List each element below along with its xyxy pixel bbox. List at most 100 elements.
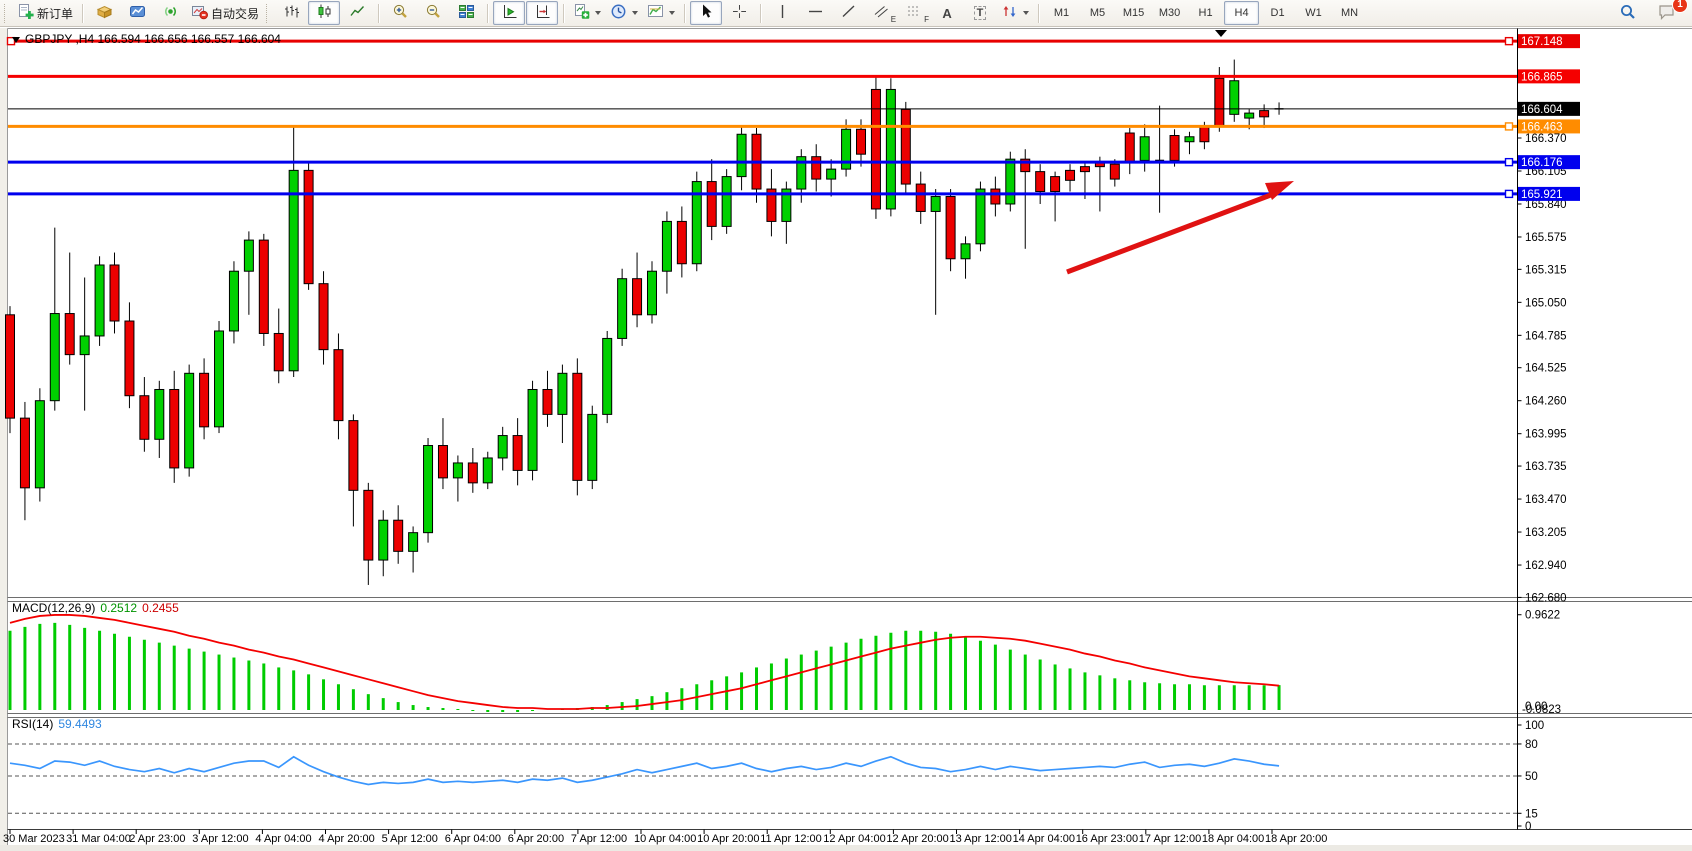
candle (1035, 164, 1046, 204)
crosshair-tool-button[interactable] (723, 1, 755, 25)
candlestick-mode-button[interactable] (308, 1, 341, 25)
macd-panel (8, 614, 1281, 712)
timeframe-MN[interactable]: MN (1340, 7, 1359, 19)
search-button[interactable] (1612, 1, 1644, 25)
time-tick-label: 6 Apr 20:00 (508, 833, 564, 845)
periods-button[interactable] (606, 1, 642, 25)
price-badge-label: 165.921 (1521, 189, 1563, 201)
price-badge (1518, 69, 1580, 84)
line-handle[interactable] (1504, 189, 1514, 199)
timeframe-M1[interactable]: M1 (1053, 7, 1070, 19)
window-bottom-edge (0, 845, 1692, 851)
add-indicator-button[interactable] (569, 1, 605, 25)
rsi-level-label: 80 (1525, 739, 1538, 751)
hline-165.921[interactable]: 165.921 (8, 186, 1580, 201)
chart-shift-button[interactable] (526, 1, 559, 25)
vertical-line-tool-button[interactable] (766, 1, 798, 25)
trend-arrow[interactable] (1066, 181, 1294, 275)
timeframe-H4[interactable]: H4 (1224, 1, 1260, 25)
toolbar-separator (760, 3, 762, 23)
timeframe-M30[interactable]: M30 (1158, 7, 1181, 19)
timeframe-H1[interactable]: H1 (1198, 7, 1213, 19)
price-badge (1518, 155, 1580, 170)
time-tick-label: 30 Mar 2023 (3, 833, 65, 845)
hline-166.604[interactable]: 166.604 (8, 101, 1580, 116)
toolbar-right-group: 1 (1612, 0, 1692, 25)
candle (721, 169, 732, 234)
candle (1259, 104, 1270, 129)
text-label-tool-button[interactable]: T (964, 1, 996, 25)
search-icon (1619, 3, 1637, 24)
auto-scroll-icon (501, 3, 518, 23)
rsi-level-label: 50 (1525, 771, 1538, 783)
symbol-marker-icon (12, 36, 20, 43)
hline-166.865[interactable]: 166.865 (8, 69, 1580, 84)
cursor-tool-button[interactable] (690, 1, 723, 25)
clock-icon (610, 3, 627, 23)
timeframe-M15[interactable]: M15 (1122, 7, 1145, 19)
time-tick-label: 16 Apr 23:00 (1076, 833, 1138, 845)
autotrading-button[interactable]: 自动交易 (187, 1, 263, 25)
zoom-out-button[interactable] (417, 1, 449, 25)
fibonacci-icon (906, 3, 923, 23)
candle (497, 426, 508, 471)
line-chart-mode-button[interactable] (341, 1, 373, 25)
candle (512, 418, 523, 486)
vertical-line-icon (774, 3, 791, 23)
bar-chart-mode-button[interactable] (275, 1, 307, 25)
toolbar-separator (82, 3, 84, 23)
hline-166.463[interactable]: 166.463 (8, 119, 1580, 134)
arrows-tool-button[interactable] (997, 1, 1033, 25)
candle (348, 414, 359, 527)
price-tick-label: 165.575 (1525, 232, 1567, 244)
channel-tool-button[interactable]: E (865, 1, 897, 25)
tile-windows-icon (458, 3, 475, 23)
profile-charts-button[interactable] (121, 1, 153, 25)
time-tick-label: 18 Apr 04:00 (1202, 833, 1264, 845)
text-tool-button[interactable]: A (931, 1, 963, 25)
fibonacci-tool-button[interactable]: F (898, 1, 930, 25)
trend-arrow-head (1265, 181, 1294, 200)
timeframe-W1[interactable]: W1 (1305, 7, 1322, 19)
candle (363, 482, 374, 585)
price-badge-label: 166.865 (1521, 71, 1563, 83)
candle (408, 526, 419, 573)
price-badge (1518, 119, 1580, 134)
equidistant-channel-icon (873, 3, 890, 23)
timeframe-D1[interactable]: D1 (1270, 7, 1285, 19)
candle (184, 364, 195, 477)
price-badge (1518, 34, 1580, 49)
candle (990, 176, 1001, 217)
time-axis: 30 Mar 2023 31 Mar 04:002 Apr 23:00 3 Apr … (3, 829, 1327, 845)
blue-chart-icon (129, 3, 146, 23)
line-handle[interactable] (1504, 122, 1514, 131)
zoom-in-button[interactable] (384, 1, 416, 25)
chat-button[interactable]: 1 (1650, 0, 1688, 25)
signals-button[interactable] (154, 1, 186, 25)
new-order-button[interactable]: 新订单 (13, 1, 77, 25)
notification-badge: 1 (1672, 0, 1688, 13)
timeframe-M5[interactable]: M5 (1089, 7, 1106, 19)
trendline-tool-button[interactable] (832, 1, 864, 25)
templates-button[interactable] (643, 1, 679, 25)
market-watch-button[interactable] (88, 1, 120, 25)
time-tick-label: 31 Mar 04:00 (66, 833, 131, 845)
hline-167.148[interactable]: 167.148 (6, 34, 1581, 49)
horizontal-line-tool-button[interactable] (799, 1, 831, 25)
time-tick-label: 4 Apr 04:00 (255, 833, 311, 845)
tile-windows-button[interactable] (450, 1, 482, 25)
line-handle[interactable] (1504, 157, 1514, 167)
dropdown-caret-icon (632, 11, 639, 15)
auto-scroll-button[interactable] (493, 1, 526, 25)
line-handle[interactable] (1504, 36, 1514, 46)
price-badge (1518, 186, 1580, 201)
chart-shift-marker-icon[interactable] (1215, 30, 1227, 37)
candle (94, 256, 105, 346)
candle (258, 233, 269, 346)
rsi-indicator-label: RSI(14) 59.4493 (12, 717, 102, 731)
hline-166.176[interactable]: 166.176 (8, 155, 1580, 170)
price-tick-label: 164.525 (1525, 363, 1567, 375)
chart-shift-icon (534, 3, 551, 23)
ohlc-bars-icon (283, 3, 300, 23)
